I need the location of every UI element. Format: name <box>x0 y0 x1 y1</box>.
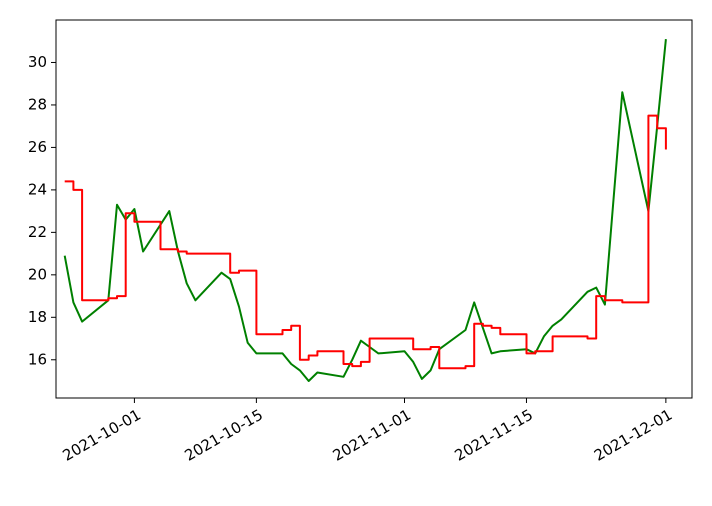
y-tick-label: 26 <box>28 138 47 156</box>
y-tick-label: 28 <box>28 95 47 113</box>
y-tick-label: 20 <box>28 265 47 283</box>
series-line-green <box>63 39 667 382</box>
x-tick-label: 2021-11-15 <box>452 406 537 465</box>
y-tick-label: 18 <box>28 308 47 326</box>
series-line-red <box>64 114 667 370</box>
x-tick-label: 2021-10-15 <box>181 406 266 465</box>
y-tick-label: 30 <box>28 53 47 71</box>
y-axis: 16 18 20 22 24 26 28 30 <box>28 53 56 368</box>
x-tick-label: 2021-11-01 <box>330 406 415 465</box>
series-layer <box>63 39 667 382</box>
plot-frame <box>55 19 693 399</box>
y-tick-label: 22 <box>28 223 47 241</box>
x-tick-label: 2021-12-01 <box>591 406 676 465</box>
y-tick-label: 16 <box>28 350 47 368</box>
x-axis: 2021-10-01 2021-10-15 2021-11-01 2021-11-15… <box>60 398 676 465</box>
y-tick-label: 24 <box>28 180 47 198</box>
x-tick-label: 2021-10-01 <box>60 406 145 465</box>
